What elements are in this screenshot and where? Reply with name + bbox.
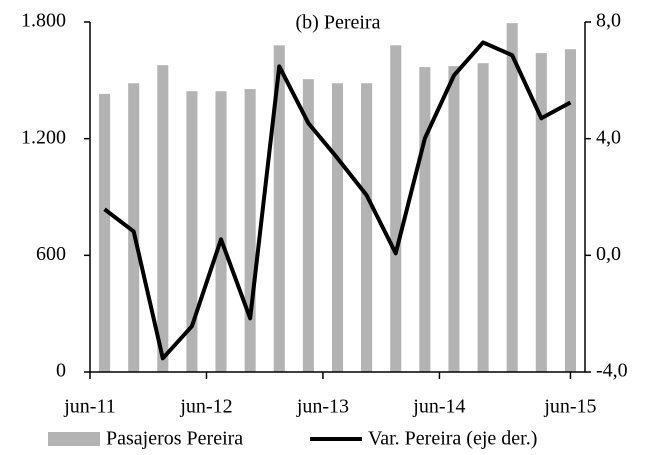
- bar: [419, 67, 431, 372]
- bar: [390, 45, 402, 372]
- bar: [215, 91, 227, 372]
- x-tick-label: jun-15: [543, 396, 596, 418]
- bar: [99, 93, 111, 372]
- y2-tick-label: 8,0: [596, 10, 621, 32]
- legend-label: Pasajeros Pereira: [106, 428, 243, 450]
- bar: [186, 91, 198, 372]
- bar: [448, 66, 460, 372]
- bar: [244, 89, 256, 372]
- bar: [506, 23, 518, 373]
- x-tick-label: jun-11: [63, 396, 115, 418]
- y2-tick-label: 0,0: [596, 243, 621, 265]
- x-tick-label: jun-13: [296, 396, 349, 418]
- y2-tick-label: 4,0: [596, 126, 621, 148]
- y-tick-label: 600: [36, 243, 66, 265]
- bar: [157, 65, 169, 373]
- y-tick-label: 1.800: [21, 10, 66, 32]
- y2-tick-label: -4,0: [596, 360, 628, 382]
- bar: [564, 49, 576, 372]
- bar: [128, 83, 140, 372]
- bar: [477, 63, 489, 372]
- line: [103, 40, 572, 361]
- y-tick-label: 0: [56, 360, 66, 382]
- y-tick-label: 1.200: [21, 126, 66, 148]
- legend-label: Var. Pereira (eje der.): [368, 428, 537, 450]
- bar: [302, 79, 314, 373]
- chart-subtitle: (b) Pereira: [296, 12, 381, 34]
- bar: [331, 83, 344, 372]
- bar: [535, 53, 547, 372]
- legend-swatch: [48, 432, 100, 446]
- bar: [361, 83, 373, 372]
- x-tick-label: jun-14: [412, 396, 465, 418]
- bar: [273, 45, 285, 372]
- x-tick-label: jun-12: [179, 396, 232, 418]
